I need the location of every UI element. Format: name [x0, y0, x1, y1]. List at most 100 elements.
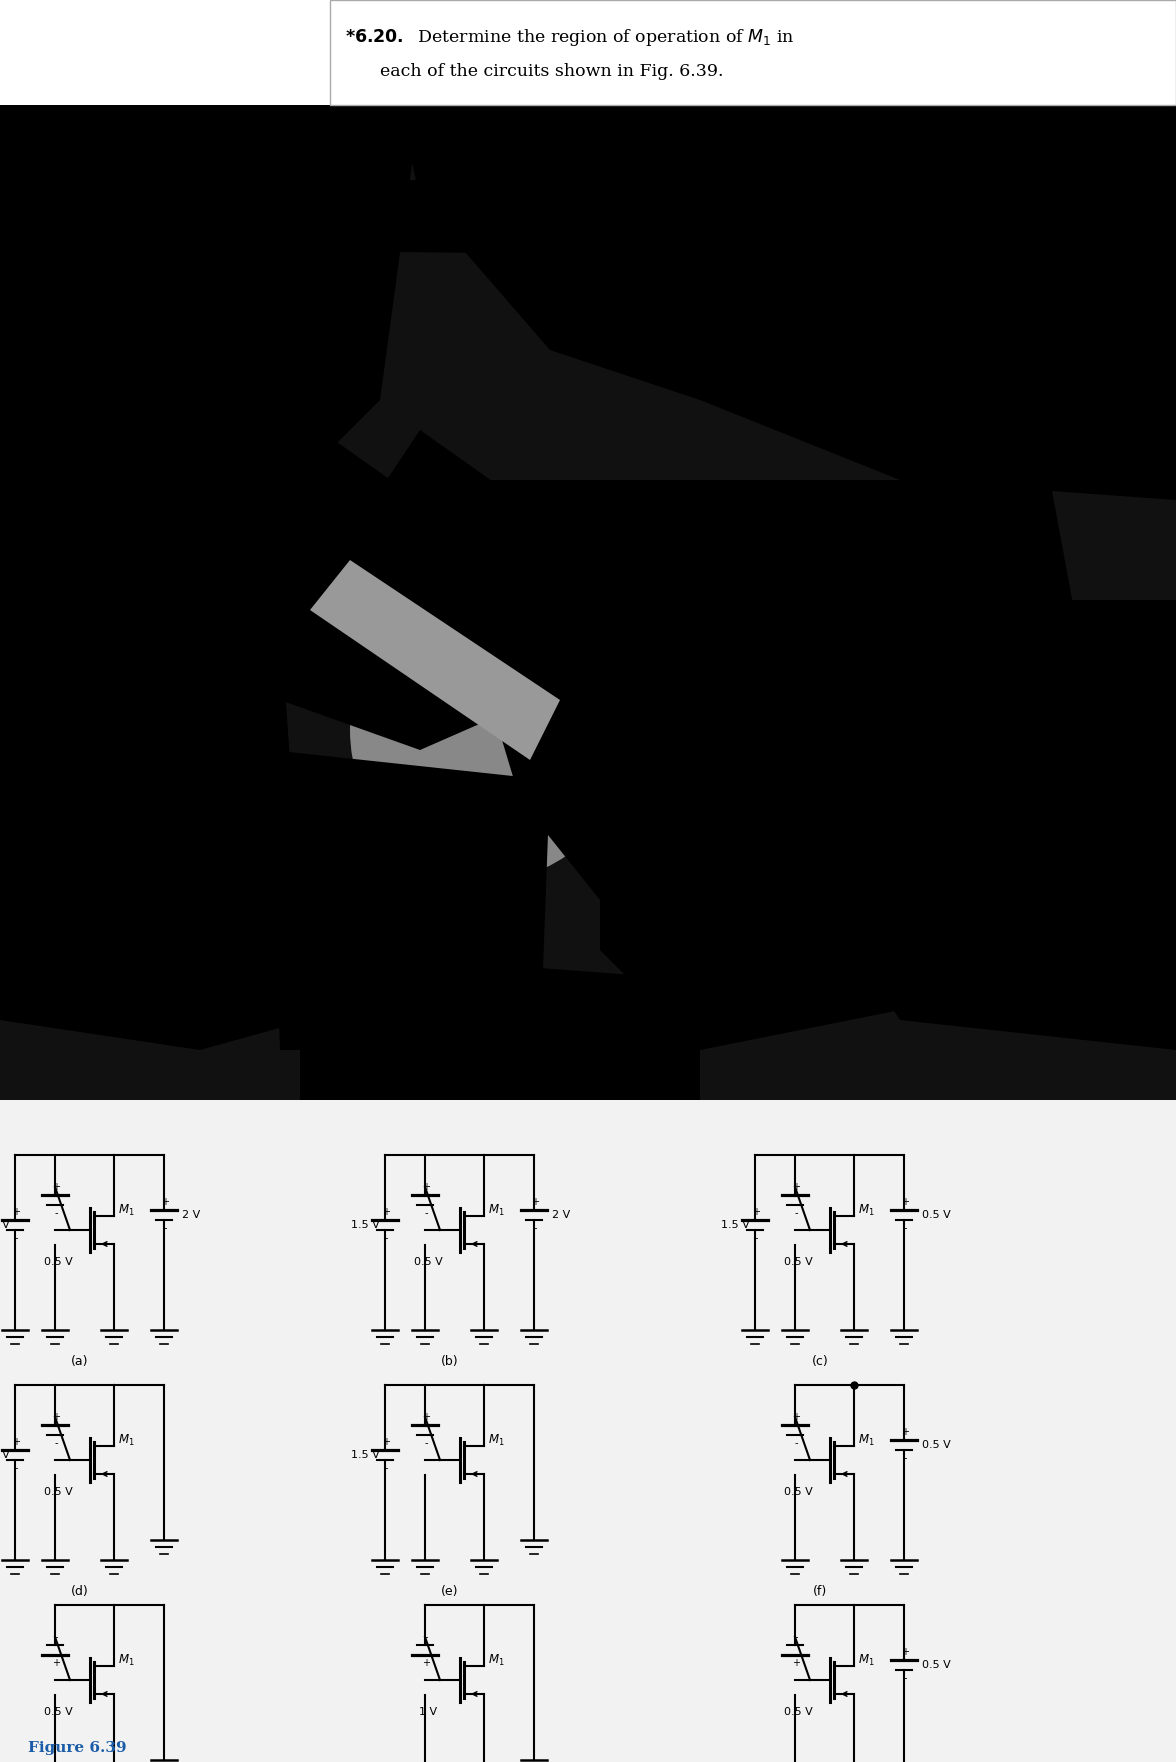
Text: 2 V: 2 V: [552, 1210, 570, 1219]
Polygon shape: [600, 800, 950, 1050]
Polygon shape: [800, 601, 1176, 1050]
Text: (c): (c): [811, 1355, 828, 1367]
Text: 1 V: 1 V: [419, 1707, 437, 1716]
Text: $\mathbf{*6.20.}$  Determine the region of operation of $M_1$ in: $\mathbf{*6.20.}$ Determine the region o…: [345, 28, 795, 49]
Text: $M_1$: $M_1$: [118, 1202, 134, 1218]
Bar: [0, 1099, 1176, 1762]
Text: -: -: [385, 1233, 388, 1242]
Bar: [0, 106, 1176, 1099]
Text: -: -: [794, 1438, 797, 1448]
Text: -: -: [903, 1223, 907, 1233]
Text: -: -: [903, 1672, 907, 1683]
Text: +: +: [422, 1182, 430, 1193]
Text: 0.5 V: 0.5 V: [783, 1487, 813, 1498]
Polygon shape: [0, 106, 310, 321]
Text: 1.5 V: 1.5 V: [352, 1219, 380, 1230]
Bar: [330, 0, 1176, 106]
Polygon shape: [490, 580, 900, 950]
Text: $M_1$: $M_1$: [858, 1433, 875, 1448]
Polygon shape: [680, 479, 1100, 849]
Text: $M_1$: $M_1$: [488, 1202, 505, 1218]
Bar: [0, 106, 1176, 1099]
Text: 0.5 V: 0.5 V: [44, 1487, 73, 1498]
Text: -: -: [425, 1438, 428, 1448]
Text: 0.5 V: 0.5 V: [414, 1256, 442, 1267]
Text: -: -: [385, 1462, 388, 1473]
Text: (d): (d): [71, 1586, 89, 1598]
Text: (b): (b): [441, 1355, 459, 1367]
Text: -: -: [54, 1632, 58, 1642]
Text: 0.5 V: 0.5 V: [783, 1256, 813, 1267]
Text: $M_1$: $M_1$: [858, 1653, 875, 1667]
Text: $M_1$: $M_1$: [118, 1653, 134, 1667]
Text: (f): (f): [813, 1586, 827, 1598]
Text: +: +: [12, 1438, 20, 1447]
Polygon shape: [0, 106, 420, 601]
Text: +: +: [901, 1427, 909, 1438]
Text: +: +: [791, 1411, 800, 1422]
Polygon shape: [460, 479, 800, 781]
Text: +: +: [382, 1207, 390, 1218]
Text: 0.5 V: 0.5 V: [922, 1210, 950, 1219]
Text: $M_1$: $M_1$: [118, 1433, 134, 1448]
Text: +: +: [422, 1411, 430, 1422]
Text: -: -: [794, 1209, 797, 1218]
Text: 0.5 V: 0.5 V: [922, 1660, 950, 1670]
Text: -: -: [425, 1632, 428, 1642]
Polygon shape: [220, 479, 580, 751]
Polygon shape: [0, 381, 350, 620]
Text: -: -: [794, 1632, 797, 1642]
Text: -: -: [754, 1233, 757, 1242]
Polygon shape: [360, 430, 660, 680]
Text: +: +: [901, 1647, 909, 1656]
Text: -: -: [425, 1209, 428, 1218]
Text: each of the circuits shown in Fig. 6.39.: each of the circuits shown in Fig. 6.39.: [380, 63, 723, 81]
Text: -: -: [54, 1438, 58, 1448]
Text: +: +: [751, 1207, 760, 1218]
Text: -: -: [14, 1462, 18, 1473]
Ellipse shape: [350, 580, 630, 879]
Text: $M_1$: $M_1$: [858, 1202, 875, 1218]
Polygon shape: [300, 950, 700, 1099]
Text: +: +: [791, 1658, 800, 1669]
Text: +: +: [532, 1196, 539, 1207]
Text: $M_1$: $M_1$: [488, 1653, 505, 1667]
Text: 0.5 V: 0.5 V: [0, 1219, 11, 1230]
Text: 1.5 V: 1.5 V: [0, 1450, 11, 1461]
Text: -: -: [903, 1454, 907, 1462]
Text: +: +: [52, 1411, 60, 1422]
Text: +: +: [791, 1182, 800, 1193]
Polygon shape: [0, 601, 300, 980]
Text: +: +: [52, 1658, 60, 1669]
Polygon shape: [270, 751, 550, 1050]
Text: +: +: [12, 1207, 20, 1218]
Text: +: +: [901, 1196, 909, 1207]
Text: (e): (e): [441, 1586, 459, 1598]
Text: -: -: [54, 1209, 58, 1218]
Text: Figure 6.39: Figure 6.39: [28, 1741, 127, 1755]
Text: +: +: [382, 1438, 390, 1447]
Text: 1.5 V: 1.5 V: [352, 1450, 380, 1461]
Text: +: +: [161, 1196, 169, 1207]
Text: -: -: [14, 1233, 18, 1242]
Text: 0.5 V: 0.5 V: [922, 1440, 950, 1450]
Polygon shape: [260, 430, 560, 680]
Polygon shape: [0, 550, 300, 849]
Text: -: -: [163, 1223, 167, 1233]
Polygon shape: [0, 106, 200, 419]
Text: 0.5 V: 0.5 V: [44, 1256, 73, 1267]
Text: 0.5 V: 0.5 V: [44, 1707, 73, 1716]
Polygon shape: [310, 560, 560, 759]
Text: (a): (a): [72, 1355, 88, 1367]
Polygon shape: [400, 106, 1176, 500]
Text: 1.5 V: 1.5 V: [721, 1219, 750, 1230]
Text: -: -: [533, 1223, 536, 1233]
Polygon shape: [0, 800, 380, 1050]
Text: +: +: [422, 1658, 430, 1669]
Text: +: +: [52, 1182, 60, 1193]
Text: 2 V: 2 V: [182, 1210, 200, 1219]
Text: 0.5 V: 0.5 V: [783, 1707, 813, 1716]
Polygon shape: [200, 180, 1176, 261]
Polygon shape: [900, 700, 1176, 1050]
Text: $M_1$: $M_1$: [488, 1433, 505, 1448]
